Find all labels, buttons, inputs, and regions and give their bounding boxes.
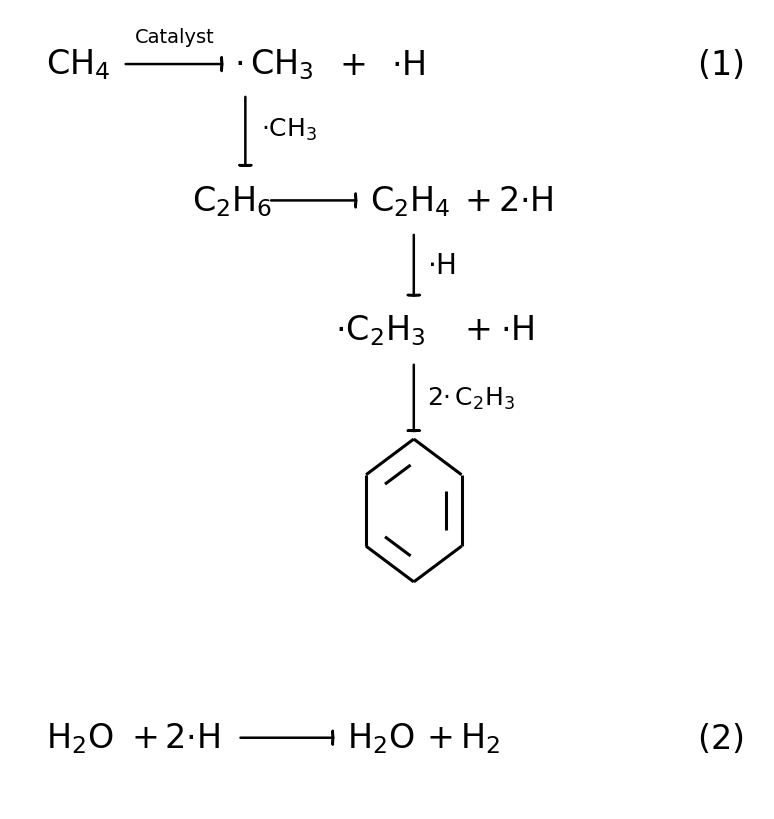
Text: $\cdot\mathrm{CH_3}$: $\cdot\mathrm{CH_3}$ (261, 117, 317, 143)
Text: $+$: $+$ (339, 48, 366, 81)
Text: $\cdot\mathrm{H}$: $\cdot\mathrm{H}$ (426, 251, 456, 279)
Text: $2{\cdot}\mathrm{H}$: $2{\cdot}\mathrm{H}$ (498, 184, 553, 218)
Text: $\mathrm{CH_4}$: $\mathrm{CH_4}$ (46, 48, 111, 82)
Text: $+$: $+$ (464, 314, 491, 346)
Text: $+\,2{\cdot}\mathrm{H}$: $+\,2{\cdot}\mathrm{H}$ (131, 722, 220, 754)
Text: $+$: $+$ (464, 184, 491, 218)
Text: Catalyst: Catalyst (135, 28, 214, 48)
Text: $\mathrm{H_2}$: $\mathrm{H_2}$ (460, 721, 500, 755)
Text: $(1)$: $(1)$ (697, 48, 743, 82)
Text: $\cdot\mathrm{C_2H_3}$: $\cdot\mathrm{C_2H_3}$ (335, 313, 425, 347)
Text: $\cdot\,\mathrm{CH_3}$: $\cdot\,\mathrm{CH_3}$ (234, 48, 313, 82)
Text: $(2)$: $(2)$ (697, 721, 743, 755)
Text: $\mathrm{C_2H_4}$: $\mathrm{C_2H_4}$ (370, 183, 450, 219)
Text: $+$: $+$ (426, 722, 452, 754)
Text: $\mathrm{H_2O}$: $\mathrm{H_2O}$ (46, 721, 114, 755)
Text: $\cdot\mathrm{H}$: $\cdot\mathrm{H}$ (500, 314, 535, 346)
Text: $\cdot\mathrm{H}$: $\cdot\mathrm{H}$ (391, 48, 425, 81)
Text: $\mathrm{C_2H_6}$: $\mathrm{C_2H_6}$ (192, 183, 272, 219)
Text: $\mathrm{H_2O}$: $\mathrm{H_2O}$ (348, 721, 415, 755)
Text: $2{\cdot}\,\mathrm{C_2H_3}$: $2{\cdot}\,\mathrm{C_2H_3}$ (426, 385, 515, 411)
